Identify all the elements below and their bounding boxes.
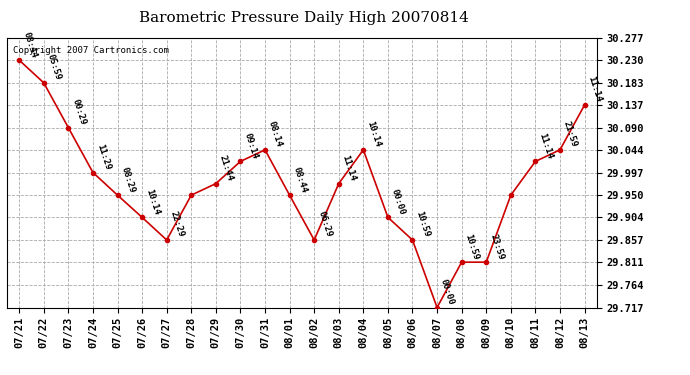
Text: Barometric Pressure Daily High 20070814: Barometric Pressure Daily High 20070814	[139, 11, 469, 25]
Text: 00:00: 00:00	[439, 278, 456, 306]
Text: 00:29: 00:29	[70, 98, 87, 126]
Text: 11:29: 11:29	[95, 143, 112, 171]
Text: 08:44: 08:44	[21, 30, 38, 59]
Text: Copyright 2007 Cartronics.com: Copyright 2007 Cartronics.com	[13, 46, 168, 55]
Text: 11:14: 11:14	[341, 154, 357, 182]
Text: 00:00: 00:00	[390, 188, 406, 216]
Text: 10:59: 10:59	[415, 210, 431, 238]
Text: 10:59: 10:59	[464, 232, 480, 261]
Text: 08:29: 08:29	[119, 165, 137, 194]
Text: 11:14: 11:14	[538, 132, 554, 160]
Text: 21:44: 21:44	[218, 154, 235, 182]
Text: 09:14: 09:14	[242, 132, 259, 160]
Text: 10:14: 10:14	[365, 120, 382, 148]
Text: 22:29: 22:29	[168, 210, 186, 238]
Text: 11:14: 11:14	[586, 75, 603, 104]
Text: 08:14: 08:14	[267, 120, 284, 148]
Text: 05:59: 05:59	[46, 53, 63, 81]
Text: 06:29: 06:29	[316, 210, 333, 238]
Text: 08:44: 08:44	[292, 165, 308, 194]
Text: 21:59: 21:59	[562, 120, 579, 148]
Text: 10:14: 10:14	[144, 188, 161, 216]
Text: 23:59: 23:59	[489, 232, 505, 261]
